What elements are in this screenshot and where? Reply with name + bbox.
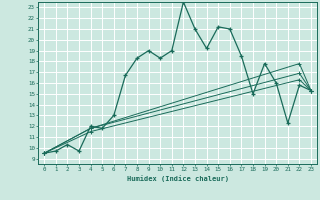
- X-axis label: Humidex (Indice chaleur): Humidex (Indice chaleur): [127, 175, 228, 182]
